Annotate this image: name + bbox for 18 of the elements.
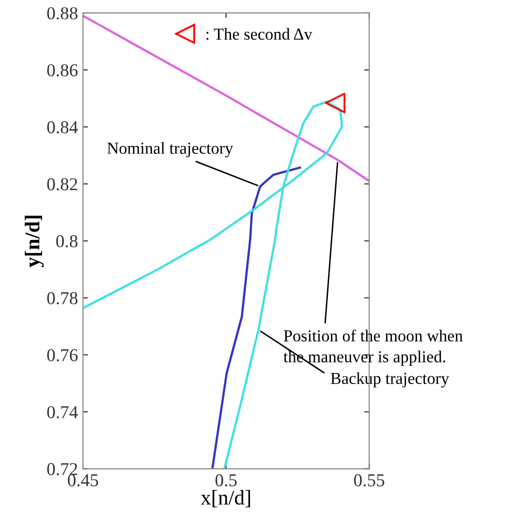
- x-tick-label: 0.55: [354, 474, 384, 486]
- y-tick-label: 0.88: [47, 7, 78, 20]
- y-tick-label: 0.78: [47, 292, 78, 304]
- y-tick-label: 0.86: [47, 64, 78, 76]
- y-tick-label: 0.82: [47, 178, 78, 190]
- y-tick-label: 0.74: [47, 406, 78, 418]
- y-tick-label: 0.84: [47, 121, 78, 134]
- x-tick-label: 0.5: [216, 474, 237, 486]
- x-tick-label: 0.45: [68, 474, 98, 486]
- y-axis-title: y[n/d]: [24, 216, 44, 268]
- annotation: Nominal trajectory: [107, 142, 234, 158]
- legend-label: : The second Δv: [206, 28, 312, 40]
- y-tick-label: 0.8: [56, 235, 78, 248]
- y-tick-label: 0.76: [47, 349, 78, 362]
- x-axis-title: x[n/d]: [200, 490, 250, 508]
- annotation: Backup trajectory: [330, 372, 450, 388]
- line-series: [82, 14, 370, 182]
- y-tick-label: 0.72: [47, 463, 78, 476]
